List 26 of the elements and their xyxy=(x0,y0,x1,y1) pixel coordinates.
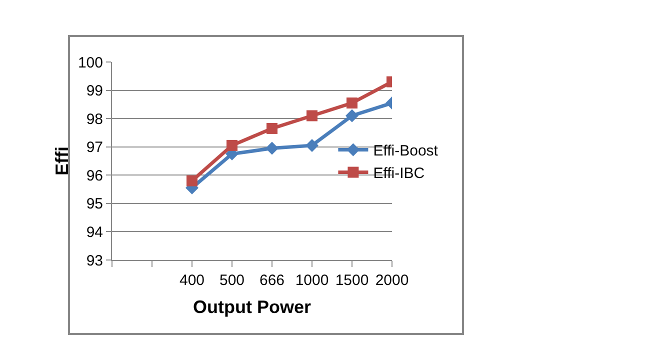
x-tick-label: 2000 xyxy=(375,272,409,289)
point xyxy=(266,142,278,155)
point xyxy=(226,140,238,151)
x-tick-label: 666 xyxy=(259,272,285,289)
y-tick-label: 94 xyxy=(86,224,103,241)
y-tick-label: 96 xyxy=(86,167,103,184)
y-axis-title: Effi xyxy=(52,146,72,176)
x-axis-title: Output Power xyxy=(193,297,311,318)
y-tick-label: 95 xyxy=(86,196,103,213)
y-tick-label: 99 xyxy=(86,82,103,100)
x-tick-label: 1500 xyxy=(335,272,369,289)
x-tick-label: 400 xyxy=(179,272,205,289)
point xyxy=(346,109,358,122)
y-tick-label: 97 xyxy=(86,139,103,156)
y-tick-label: 98 xyxy=(86,110,103,128)
x-tick-label: 500 xyxy=(219,272,245,289)
legend-label: Effi-IBC xyxy=(373,165,425,182)
point xyxy=(306,138,318,152)
point xyxy=(346,98,358,109)
y-tick-label: 93 xyxy=(86,252,103,270)
point xyxy=(306,110,318,122)
x-tick-label: 1000 xyxy=(295,272,329,289)
point xyxy=(266,122,278,134)
point xyxy=(186,175,198,186)
y-tick-label: 100 xyxy=(78,54,103,72)
legend-label: Effi-Boost xyxy=(373,142,439,160)
